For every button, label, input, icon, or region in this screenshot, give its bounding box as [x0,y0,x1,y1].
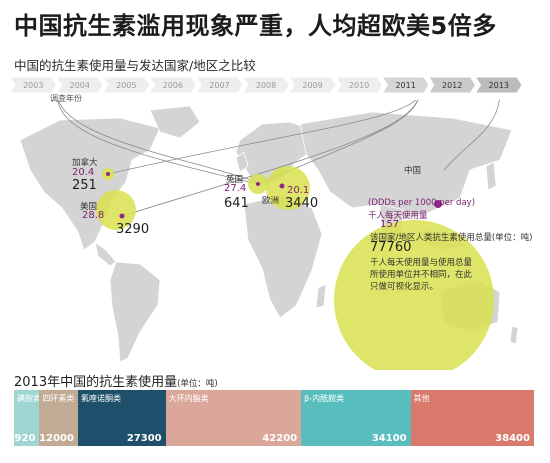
timeline-year-chevron [149,77,197,93]
segment-value: 12000 [39,433,74,444]
segment-name: 大环内酯类 [168,394,209,403]
timeline-year: 2008 [256,81,276,90]
antibiotic-usage-bar: 磺胺类 7920 四环素类 12000 氟喹诺酮类 27300 大环内酯类 42200 β-内酰… [8,390,534,446]
segment-name: 磺胺类 [17,394,41,403]
comparison-subtitle: 中国的抗生素使用量与发达国家/地区之比较 [14,58,256,73]
year-timeline: 2003 2004 2005 2006 2007 2008 2009 2010 2011 2012… [10,77,522,93]
per-capita-dots [106,172,442,219]
china-per-capita: 157 [380,219,400,230]
timeline-year-chevron [428,77,477,93]
canada-total: 251 [72,178,97,193]
segment-value: 34100 [371,433,407,444]
timeline-year-chevron [242,77,290,93]
timeline-year-chevron [195,77,244,93]
timeline-year: 2004 [70,81,90,90]
usage-segment: 四环素类 12000 [39,390,78,446]
survey-year-label: 调查年份 [50,94,82,103]
timeline-year: 2007 [209,81,229,90]
per-capita-legend-label: 千人每天使用量 [368,211,428,221]
page-title: 中国抗生素滥用现象严重，人均超欧美5倍多 [14,12,497,40]
timeline-year: 2013 [489,81,509,90]
china-label: 中国 [404,166,422,176]
china-bubble [334,220,494,380]
timeline-year: 2003 [23,81,43,90]
timeline-year: 2012 [442,81,462,90]
timeline-year: 2005 [116,81,136,90]
canada-per-capita: 20.4 [72,167,95,178]
usa-dot [119,213,125,219]
segment-name: 四环素类 [42,394,75,403]
china-total: 77760 [370,240,412,255]
usage-segment: β-内酰胺类 34100 [301,390,411,446]
timeline-year: 2010 [349,81,369,90]
segment-name: 氟喹诺酮类 [80,394,121,403]
usa-label: 美国 [80,202,98,212]
uk-per-capita: 27.4 [224,183,247,194]
usage-segment: 其他 38400 [410,390,534,446]
timeline-year-chevron [288,77,337,93]
usage-segment: 磺胺类 7920 [8,390,41,446]
segment-value: 27300 [126,433,162,444]
timeline-year-chevron [10,77,58,93]
bar-chart-title: 2013年中国的抗生素使用量(单位：吨) [14,371,218,390]
timeline-year: 2009 [302,81,322,90]
segment-name: β-内酰胺类 [304,394,345,403]
unit-note: 千人每天使用量与使用总量所使用单位并不相同，在此只做可视化显示。 [370,258,473,292]
segment-value: 42200 [262,433,298,444]
usa-bubble [96,190,136,230]
usage-segment: 大环内酯类 42200 [165,390,302,446]
canada-dot [106,172,110,176]
bar-chart-unit: (单位：吨) [177,379,218,389]
europe-bubble [266,166,310,210]
timeline-year-chevron [381,77,430,93]
europe-dot [279,183,285,189]
europe-per-capita: 20.1 [287,185,310,196]
usage-segment: 氟喹诺酮类 27300 [77,390,166,446]
usa-per-capita: 28.8 [82,210,105,221]
china-dot [434,200,442,208]
europe-label: 欧洲 [262,196,280,206]
world-map: 加拿大 20.4 251 美国 28.8 3290 英国 27.4 641 欧洲… [0,93,550,380]
uk-total: 641 [224,196,249,211]
per-capita-unit-label: (DDDs per 1000 per day) [368,198,476,208]
timeline-year: 2006 [163,81,183,90]
uk-label: 英国 [226,175,244,185]
timeline-year-chevron [102,77,151,93]
survey-connector-lines [56,93,501,217]
timeline-year-chevron [55,77,104,93]
segment-value: 7920 [7,433,36,444]
timeline-year-chevron [335,77,383,93]
canada-label: 加拿大 [72,158,98,168]
bar-chart-title-text: 2013年中国的抗生素使用量 [14,375,178,390]
segment-value: 38400 [495,433,530,444]
uk-dot [256,182,260,186]
europe-total: 3440 [285,196,319,211]
timeline-year-chevron [474,77,522,93]
segment-name: 其他 [413,394,430,403]
total-legend-label: 该国家/地区人类抗生素使用总量(单位：吨) [370,233,533,243]
timeline-year: 2011 [395,81,415,90]
usa-total: 3290 [116,222,150,237]
